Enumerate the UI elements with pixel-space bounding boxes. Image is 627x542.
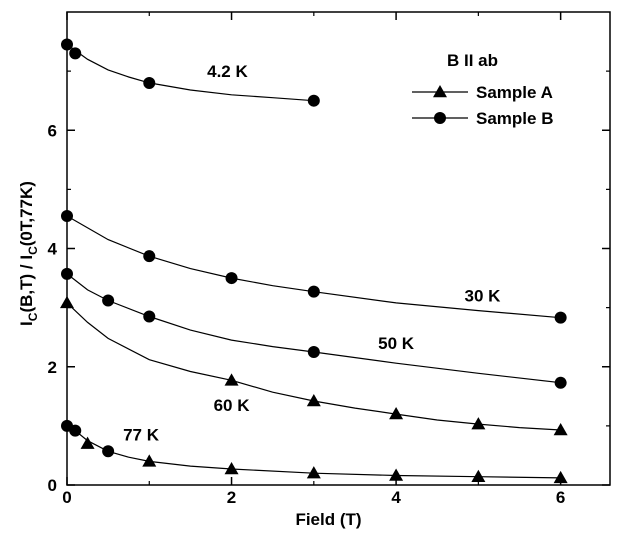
data-point-triangle — [471, 469, 486, 482]
y-axis-title-part: I — [17, 321, 36, 326]
data-point-circle — [143, 250, 156, 263]
series-label: 4.2 K — [207, 62, 248, 81]
data-point-circle — [143, 310, 156, 323]
curve-60-k — [66, 302, 561, 431]
curves — [66, 44, 561, 479]
legend-title: B II ab — [447, 51, 498, 70]
data-point-circle — [69, 424, 82, 437]
curve-50-k — [66, 273, 561, 384]
data-point-triangle — [224, 462, 239, 475]
y-axis-title-subscript: C — [26, 312, 40, 321]
y-axis-title-part: (B,T) / I — [17, 255, 36, 313]
y-tick-label: 4 — [48, 240, 58, 259]
data-point-circle — [554, 376, 567, 389]
data-point-circle — [61, 38, 73, 51]
legend: B II ab Sample A Sample B — [412, 51, 553, 128]
data-point-circle — [307, 94, 320, 107]
data-point-triangle — [80, 436, 95, 449]
x-tick-label: 2 — [227, 488, 236, 507]
data-point-circle — [307, 345, 320, 358]
data-point-circle — [554, 311, 567, 324]
series-label: 60 K — [214, 396, 251, 415]
legend-label: Sample A — [476, 83, 553, 102]
curve-77-k — [66, 425, 561, 479]
x-axis-title: Field (T) — [295, 510, 361, 529]
y-tick-label: 0 — [48, 476, 57, 495]
data-point-circle — [102, 294, 115, 307]
series-label: 30 K — [465, 287, 502, 306]
data-point-triangle — [389, 407, 404, 420]
data-point-circle — [143, 76, 156, 89]
data-point-triangle — [389, 468, 404, 481]
y-axis-title-part: (0T,77K) — [17, 181, 36, 246]
data-point-circle — [69, 47, 82, 60]
y-axis-title-subscript: C — [26, 246, 40, 255]
data-point-circle — [102, 445, 115, 458]
data-point-triangle — [553, 470, 568, 484]
legend-marker-triangle — [433, 85, 447, 98]
data-point-circle — [61, 267, 73, 280]
data-point-triangle — [142, 454, 157, 467]
x-tick-label: 4 — [391, 488, 401, 507]
legend-marker-circle — [434, 112, 446, 124]
data-point-triangle — [306, 466, 321, 479]
curve-4-2-k — [66, 44, 314, 102]
annotations: 4.2 K 30 K 50 K 60 K 77 K — [123, 62, 501, 445]
data-point-circle — [61, 209, 73, 222]
data-point-circle — [225, 272, 238, 285]
x-tick-label: 0 — [62, 488, 71, 507]
data-point-triangle — [224, 373, 239, 386]
series-label: 50 K — [378, 334, 415, 353]
legend-label: Sample B — [476, 109, 553, 128]
series-label: 77 K — [123, 426, 160, 445]
y-tick-label: 6 — [48, 121, 57, 140]
data-point-triangle — [60, 295, 74, 309]
data-point-triangle — [306, 394, 321, 407]
data-point-triangle — [553, 423, 568, 436]
x-tick-label: 6 — [556, 488, 565, 507]
y-tick-label: 2 — [48, 358, 57, 377]
y-axis-title: IC(B,T) / IC(0T,77K) — [17, 181, 40, 326]
curve-30-k — [66, 215, 561, 319]
data-point-circle — [307, 285, 320, 298]
markers — [60, 38, 568, 484]
data-point-triangle — [471, 417, 486, 430]
